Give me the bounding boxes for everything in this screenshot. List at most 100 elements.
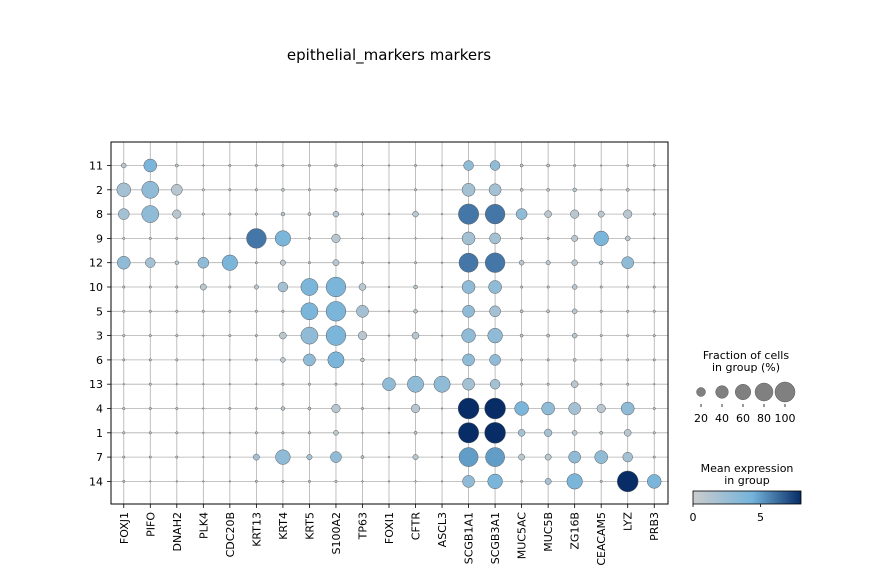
dot-4-FOXJ1 [122,407,126,410]
dot-11-FOXJ1 [121,162,127,169]
dot-14-KRT4 [281,479,285,483]
dot-4-PRB3 [652,407,656,410]
size-legend-dot [774,381,796,403]
y-tick-label: 4 [96,403,103,416]
dot-7-S100A2 [330,451,342,463]
size-legend-dot [696,387,706,397]
dot-10-TP63 [358,283,367,291]
dot-6-FOXI1 [387,358,391,361]
dot-6-MUC5AC [520,358,524,362]
dot-7-PRB3 [652,455,656,459]
dot-14-MUC5AC [520,479,524,483]
dot-14-CDC20B [228,480,231,483]
dot-11-LYZ [626,164,630,167]
dot-12-PIFO [145,257,156,268]
size-legend: Fraction of cells in group (%) 20 40 60 80 1… [694,349,796,425]
dot-10-CEACAM5 [599,285,603,289]
plot-area: 11 2 8 9 12 10 5 3 6 13 4 1 7 14 FOXJ1 PIFO DNAH2 PLK4 CD… [89,141,669,566]
dot-3-FOXI1 [387,334,391,337]
x-tick-label: KRT13 [250,512,263,547]
dot-10-CDC20B [228,285,232,289]
dot-8-PIFO [141,205,160,223]
dot-14-TP63 [361,480,364,483]
dot-5-LYZ [626,309,630,313]
dot-5-SCGB3A1 [489,305,501,318]
y-tick-label: 6 [96,354,103,367]
y-tick-label: 5 [96,305,103,318]
y-tick-label: 9 [96,232,103,245]
dot-12-KRT13 [254,261,258,265]
dot-7-LYZ [622,451,633,463]
dot-12-PLK4 [197,256,210,269]
dot-14-S100A2 [334,479,338,483]
size-legend-items: 20 40 60 80 100 [694,381,796,425]
dot-2-MUC5AC [519,187,524,192]
dot-4-CFTR [411,403,421,414]
dot-12-ZG16B [571,259,578,266]
dot-5-FOXI1 [387,310,391,313]
dot-8-FOXJ1 [118,208,130,220]
dot-14-PLK4 [202,480,205,483]
grid-lines [111,142,668,504]
dot-8-CEACAM5 [597,210,605,218]
dot-4-PIFO [148,407,152,410]
y-tick-label: 7 [96,451,103,464]
colorbar-tick-label: 5 [757,511,764,524]
x-tick-label: PIFO [144,512,157,537]
x-tick-label: CFTR [410,512,423,541]
dot-9-PLK4 [202,237,205,240]
dot-8-ASCL3 [440,213,444,216]
dot-7-FOXJ1 [122,455,126,459]
dot-1-KRT13 [254,431,258,435]
color-legend-title-line1: Mean expression [701,462,794,475]
dot-1-CFTR [413,430,418,435]
dot-4-PLK4 [202,407,205,410]
dot-10-PRB3 [652,285,656,289]
dot-4-CEACAM5 [596,403,606,414]
dot-9-MUC5B [546,236,550,240]
dot-6-DNAH2 [175,358,179,362]
dot-5-ZG16B [571,308,578,315]
dot-4-ASCL3 [440,407,444,410]
dot-3-FOXJ1 [122,334,126,338]
dot-7-PLK4 [202,456,205,459]
dot-12-FOXI1 [387,261,391,264]
size-legend-label: 80 [757,412,771,425]
dot-4-KRT5 [307,406,312,411]
dot-12-LYZ [621,256,634,269]
dot-13-DNAH2 [175,383,178,386]
dot-7-CFTR [412,454,419,461]
dot-8-KRT5 [307,212,312,216]
dot-10-DNAH2 [175,285,179,289]
dot-3-ASCL3 [440,334,444,337]
dot-5-MUC5B [546,309,550,314]
dot-7-FOXI1 [387,456,391,459]
dot-8-SCGB1A1 [458,203,479,225]
x-tick-label: ASCL3 [436,512,449,547]
dot-9-FOXI1 [387,237,391,240]
dot-1-ZG16B [571,430,578,436]
dot-6-PRB3 [652,358,656,362]
dot-5-PLK4 [201,309,205,313]
dot-13-KRT4 [281,382,285,386]
dot-2-S100A2 [334,187,338,192]
dot-8-CFTR [412,210,419,218]
dot-14-KRT5 [307,479,311,483]
dot-9-LYZ [625,235,631,242]
dot-7-ZG16B [568,450,581,464]
x-tick-label: MUC5B [542,512,555,552]
dot-12-MUC5AC [518,259,525,266]
colorbar-tick-label: 0 [690,511,697,524]
dot-14-FOXJ1 [122,479,126,483]
dot-1-TP63 [361,431,364,434]
dot-13-SCGB3A1 [489,379,501,390]
dot-14-SCGB3A1 [487,473,503,490]
dot-2-FOXJ1 [116,182,131,198]
size-legend-dot [735,384,751,400]
dot-1-S100A2 [333,430,339,436]
dot-6-TP63 [360,357,365,363]
dot-5-KRT13 [254,309,258,313]
dot-2-ASCL3 [440,188,444,191]
dot-12-CDC20B [221,254,238,271]
dot-13-MUC5B [546,382,550,386]
